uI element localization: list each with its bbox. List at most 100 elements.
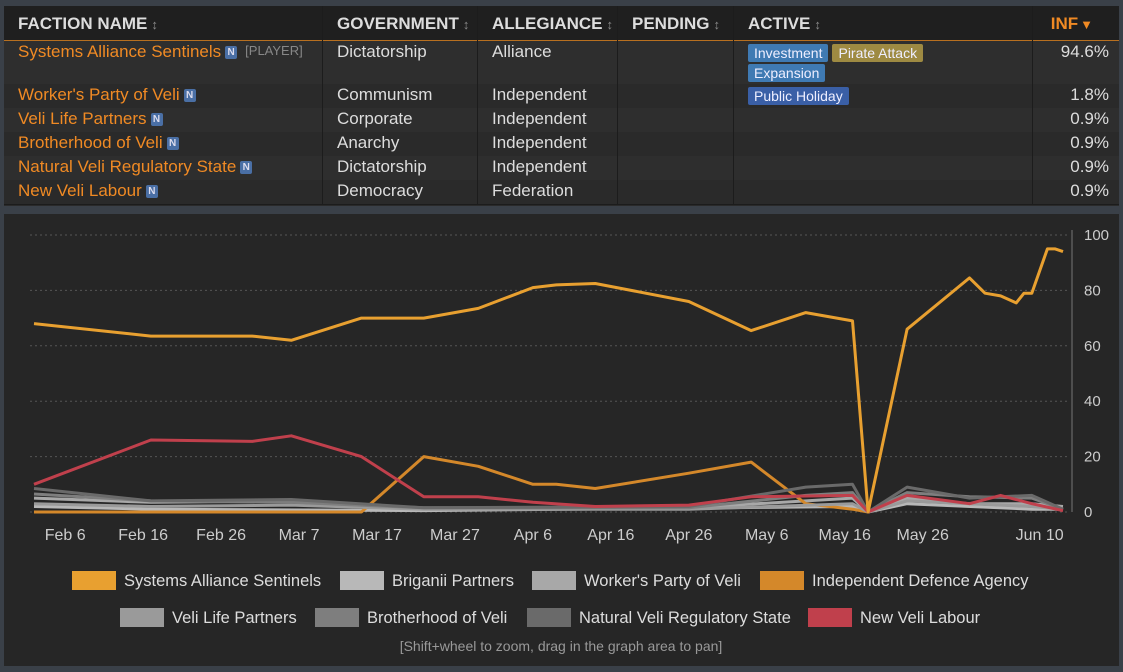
table-header bbox=[4, 6, 1119, 41]
x-tick-label: Feb 16 bbox=[118, 527, 168, 544]
legend-swatch[interactable] bbox=[315, 608, 359, 627]
legend-label[interactable]: Briganii Partners bbox=[392, 572, 514, 590]
column-header[interactable]: ALLEGIANCE ↕ bbox=[492, 8, 613, 40]
faction-name-cell: Worker's Party of Veli N bbox=[18, 85, 196, 105]
x-tick-label: Mar 17 bbox=[352, 527, 402, 544]
x-tick-label: Feb 6 bbox=[45, 527, 86, 544]
influence: 0.9% bbox=[1070, 157, 1109, 176]
column-divider bbox=[617, 6, 618, 204]
y-tick-label: 0 bbox=[1084, 504, 1092, 521]
y-tick-label: 100 bbox=[1084, 227, 1109, 244]
legend-label[interactable]: Systems Alliance Sentinels bbox=[124, 572, 321, 590]
legend-label[interactable]: New Veli Labour bbox=[860, 609, 981, 627]
government: Democracy bbox=[337, 181, 423, 200]
column-header[interactable]: GOVERNMENT ↕ bbox=[337, 8, 469, 40]
series-line bbox=[33, 434, 1064, 514]
column-divider bbox=[322, 6, 323, 204]
y-tick-label: 60 bbox=[1084, 338, 1101, 355]
x-tick-label: May 26 bbox=[896, 527, 949, 544]
faction-name-cell: Veli Life Partners N bbox=[18, 109, 163, 129]
influence: 0.9% bbox=[1070, 181, 1109, 200]
allegiance: Independent bbox=[492, 109, 587, 128]
y-tick-label: 20 bbox=[1084, 449, 1101, 466]
column-header[interactable]: PENDING ↕ bbox=[632, 8, 720, 40]
legend-label[interactable]: Natural Veli Regulatory State bbox=[579, 609, 791, 627]
sort-icon: ↕ bbox=[606, 17, 614, 32]
badge: N bbox=[183, 89, 196, 102]
influence: 1.8% bbox=[1070, 85, 1109, 104]
badge: N bbox=[166, 137, 179, 150]
legend-label[interactable]: Veli Life Partners bbox=[172, 609, 297, 627]
series-line bbox=[33, 247, 1064, 514]
sort-icon: ↕ bbox=[151, 17, 158, 32]
x-tick-label: Apr 26 bbox=[665, 527, 712, 544]
series-line bbox=[33, 482, 1064, 514]
government: Dictatorship bbox=[337, 42, 427, 61]
header-label: ACTIVE bbox=[748, 14, 811, 33]
sort-desc-icon: ▼ bbox=[1080, 17, 1093, 32]
faction-name-cell: Systems Alliance Sentinels N [PLAYER] bbox=[18, 42, 303, 62]
badge: N bbox=[150, 113, 163, 126]
active-states: Public Holiday bbox=[748, 87, 958, 105]
column-header[interactable]: ACTIVE ↕ bbox=[748, 8, 821, 40]
faction-name: Veli Life Partners bbox=[18, 109, 147, 128]
column-header[interactable]: INF ▼ bbox=[1051, 8, 1093, 40]
column-divider bbox=[477, 6, 478, 204]
government: Anarchy bbox=[337, 133, 400, 152]
header-label: PENDING bbox=[632, 14, 710, 33]
allegiance: Federation bbox=[492, 181, 574, 200]
legend-label[interactable]: Brotherhood of Veli bbox=[367, 609, 507, 627]
y-tick-label: 80 bbox=[1084, 282, 1101, 299]
allegiance: Alliance bbox=[492, 42, 552, 61]
x-tick-label: Apr 16 bbox=[587, 527, 634, 544]
government: Corporate bbox=[337, 109, 413, 128]
player-tag: [PLAYER] bbox=[245, 43, 303, 58]
faction-name: Systems Alliance Sentinels bbox=[18, 42, 222, 61]
government: Communism bbox=[337, 85, 433, 104]
legend-swatch[interactable] bbox=[72, 571, 116, 590]
faction-name-cell: New Veli Labour N bbox=[18, 181, 158, 201]
header-label: FACTION NAME bbox=[18, 14, 148, 33]
state-tag: Public Holiday bbox=[748, 87, 849, 105]
influence: 94.6% bbox=[1060, 42, 1109, 61]
header-label: ALLEGIANCE bbox=[492, 14, 603, 33]
badge: N bbox=[240, 161, 253, 174]
state-tag: Pirate Attack bbox=[832, 44, 924, 62]
column-divider bbox=[733, 6, 734, 204]
influence: 0.9% bbox=[1070, 109, 1109, 128]
header-label: INF bbox=[1050, 14, 1079, 33]
faction-name-cell: Natural Veli Regulatory State N bbox=[18, 157, 253, 177]
x-tick-label: May 6 bbox=[745, 527, 789, 544]
hint: [Shift+wheel to zoom, drag in the graph … bbox=[400, 638, 723, 654]
legend-label[interactable]: Independent Defence Agency bbox=[812, 572, 1029, 590]
allegiance: Independent bbox=[492, 157, 587, 176]
legend-swatch[interactable] bbox=[120, 608, 164, 627]
sort-icon: ↕ bbox=[462, 17, 470, 32]
government: Dictatorship bbox=[337, 157, 427, 176]
column-divider bbox=[1032, 6, 1033, 204]
legend-swatch[interactable] bbox=[760, 571, 804, 590]
legend-label[interactable]: Worker's Party of Veli bbox=[584, 572, 741, 590]
faction-name: Brotherhood of Veli bbox=[18, 133, 163, 152]
header-label: GOVERNMENT bbox=[337, 14, 459, 33]
faction-name-cell: Brotherhood of Veli N bbox=[18, 133, 179, 153]
influence: 0.9% bbox=[1070, 133, 1109, 152]
badge: N bbox=[145, 185, 158, 198]
x-tick-label: Jun 10 bbox=[1016, 527, 1064, 544]
x-tick-label: Mar 7 bbox=[279, 527, 320, 544]
faction-name: New Veli Labour bbox=[18, 181, 142, 200]
legend-swatch[interactable] bbox=[527, 608, 571, 627]
badge: N bbox=[225, 46, 238, 59]
x-tick-label: Mar 27 bbox=[430, 527, 480, 544]
table-row[interactable] bbox=[4, 156, 1119, 181]
legend-swatch[interactable] bbox=[808, 608, 852, 627]
legend-swatch[interactable] bbox=[340, 571, 384, 590]
table-row[interactable] bbox=[4, 180, 1119, 205]
column-header[interactable]: FACTION NAME ↕ bbox=[18, 8, 158, 40]
sort-icon: ↕ bbox=[814, 17, 821, 32]
legend-swatch[interactable] bbox=[532, 571, 576, 590]
x-tick-label: Feb 26 bbox=[196, 527, 246, 544]
table-row[interactable] bbox=[4, 41, 1119, 85]
faction-table: FACTION NAME ↕ GOVERNMENT ↕ ALLEGIANCE ↕ PENDI… bbox=[4, 6, 1119, 206]
